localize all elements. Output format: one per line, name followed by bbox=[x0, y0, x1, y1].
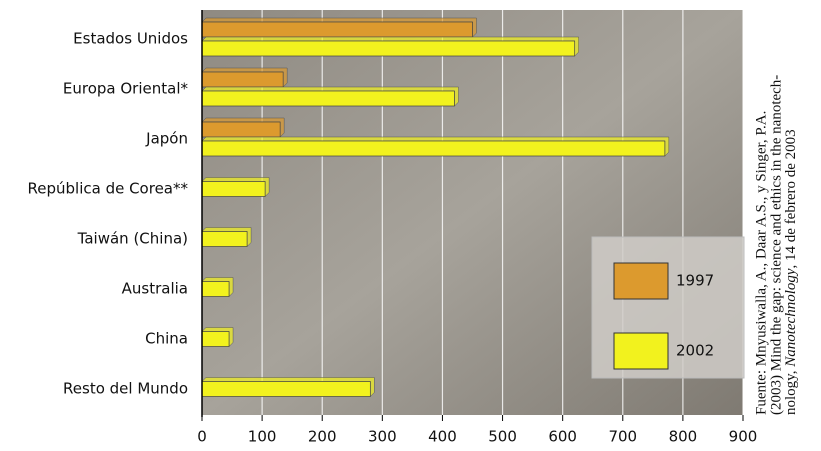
y-tick-label: China bbox=[145, 330, 188, 348]
bar bbox=[202, 282, 229, 297]
bar bbox=[202, 122, 280, 137]
x-tick-label: 0 bbox=[197, 428, 207, 446]
y-tick-label: Australia bbox=[122, 280, 188, 298]
legend-swatch bbox=[614, 263, 668, 299]
y-tick-label: Estados Unidos bbox=[73, 30, 188, 48]
bar bbox=[202, 91, 454, 106]
x-tick-label: 600 bbox=[548, 428, 577, 446]
bar bbox=[202, 382, 370, 397]
legend-label: 2002 bbox=[676, 342, 714, 360]
y-tick-label: Taiwán (China) bbox=[77, 230, 188, 248]
y-tick-label: Japón bbox=[145, 130, 188, 148]
source-part: Nanotechnology bbox=[783, 268, 799, 368]
bar bbox=[202, 141, 665, 156]
x-tick-label: 300 bbox=[368, 428, 397, 446]
legend-label: 1997 bbox=[676, 272, 714, 290]
bar bbox=[202, 182, 265, 197]
legend-swatch bbox=[614, 333, 668, 369]
chart: 1997 2002 0 100 200 300 400 500 600 700 800 900 Est… bbox=[0, 0, 821, 451]
source-part: nology, bbox=[783, 367, 799, 415]
bar bbox=[202, 72, 283, 87]
x-tick-label: 100 bbox=[248, 428, 277, 446]
x-tick-label: 200 bbox=[308, 428, 337, 446]
y-tick-label: República de Corea** bbox=[28, 180, 189, 198]
source-part: , 14 de febrero de 2003 bbox=[783, 129, 799, 268]
source-note: (2003) Mind the gap: science and ethics … bbox=[768, 75, 784, 415]
x-tick-label: 400 bbox=[428, 428, 457, 446]
bar bbox=[202, 41, 575, 56]
x-tick-label: 500 bbox=[488, 428, 517, 446]
x-tick-label: 700 bbox=[608, 428, 637, 446]
y-tick-label: Resto del Mundo bbox=[63, 380, 188, 398]
x-tick-label: 800 bbox=[669, 428, 698, 446]
source-note: nology, Nanotechnology, 14 de febrero de… bbox=[783, 129, 799, 415]
x-tick-label: 900 bbox=[729, 428, 758, 446]
source-note: Fuente: Mnyusiwalla, A., Daar A.S., y Si… bbox=[753, 111, 769, 415]
bar bbox=[202, 332, 229, 347]
bar bbox=[202, 22, 473, 37]
y-tick-label: Europa Oriental* bbox=[63, 80, 189, 98]
bar bbox=[202, 232, 247, 247]
